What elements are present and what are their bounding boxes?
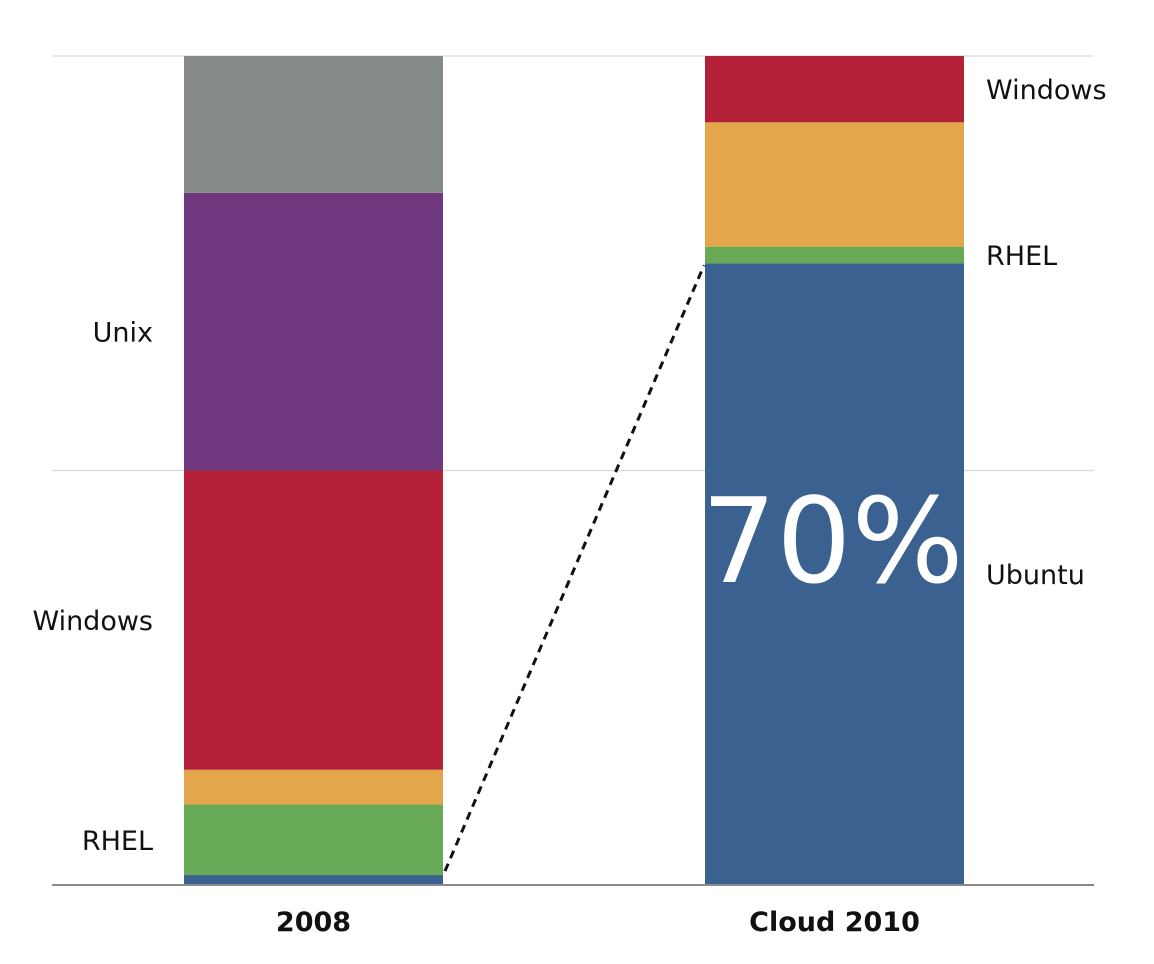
bar-segment-0-1	[184, 804, 443, 876]
bar-segment-0-3	[184, 470, 443, 770]
segment-label-0-1: RHEL	[82, 826, 153, 857]
dashed-connector	[443, 264, 706, 872]
bar-segment-0-2	[184, 769, 443, 805]
connector-line	[443, 264, 706, 872]
category-labels: 2008 Cloud 2010	[276, 907, 920, 938]
bar-segment-1-0	[705, 263, 964, 885]
bar-segment-1-1	[705, 246, 964, 264]
bar-segment-1-3	[705, 56, 964, 123]
annotations: 70%	[701, 472, 963, 610]
annotation-0: 70%	[701, 472, 963, 610]
segment-labels: RHEL Windows Unix Ubuntu RHEL Windows	[32, 75, 1106, 857]
segment-label-1-3: Windows	[986, 75, 1107, 106]
segment-label-1-1: RHEL	[986, 241, 1057, 272]
bar-stacks	[184, 56, 964, 885]
bar-segment-1-2	[705, 122, 964, 247]
category-label-0: 2008	[276, 907, 351, 938]
bar-segment-0-4	[184, 192, 443, 471]
segment-label-0-3: Windows	[32, 606, 153, 637]
segment-label-0-4: Unix	[93, 318, 153, 349]
category-label-1: Cloud 2010	[749, 907, 920, 938]
segment-label-1-0: Ubuntu	[986, 560, 1085, 591]
bar-segment-0-5	[184, 56, 443, 193]
bar-segment-0-0	[184, 875, 443, 885]
